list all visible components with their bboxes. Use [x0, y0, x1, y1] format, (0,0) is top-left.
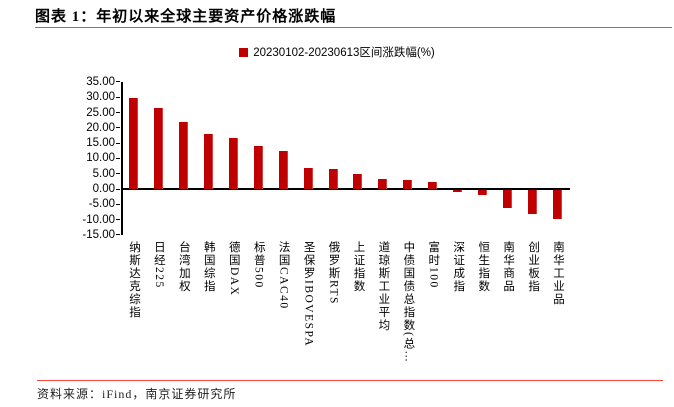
- bar: [228, 137, 238, 189]
- bar: [303, 168, 313, 189]
- y-axis-tick-label: 20.00: [86, 121, 115, 134]
- y-axis-tick-label: 5.00: [92, 167, 115, 180]
- bar: [403, 179, 413, 189]
- y-axis-tick-label: -15.00: [82, 228, 115, 241]
- bar: [253, 146, 263, 189]
- bar: [153, 107, 163, 189]
- bar: [453, 190, 463, 193]
- y-axis-tick: [116, 142, 120, 144]
- y-axis-tick: [116, 96, 120, 98]
- bar: [203, 133, 213, 189]
- x-axis-category-label: 标普500: [252, 241, 265, 289]
- x-axis-category-label: 法国CAC40: [277, 241, 290, 310]
- figure-title: 图表 1：年初以来全球主要资产价格涨跌幅: [35, 9, 337, 25]
- x-axis-category-label: 台湾加权: [177, 241, 190, 293]
- bar: [353, 174, 363, 189]
- x-axis: [121, 188, 570, 190]
- x-axis-category-label: 日经225: [152, 241, 165, 289]
- chart-legend: 20230102-20230613区间涨跌幅(%): [0, 44, 674, 60]
- y-axis-tick: [116, 81, 120, 83]
- bar: [503, 190, 513, 209]
- bar: [128, 98, 138, 189]
- bar: [328, 169, 338, 189]
- bar: [553, 190, 563, 220]
- legend-marker-icon: [239, 47, 249, 57]
- y-axis-tick-label: -5.00: [88, 198, 115, 211]
- bar: [278, 150, 288, 189]
- bar: [478, 190, 488, 195]
- legend-label: 20230102-20230613区间涨跌幅(%): [253, 47, 435, 59]
- bar: [528, 190, 538, 214]
- y-axis-tick-label: 10.00: [86, 152, 115, 165]
- y-axis-tick: [116, 234, 120, 236]
- y-axis-tick-label: 25.00: [86, 106, 115, 119]
- x-axis-category-label: 恒生指数: [477, 241, 490, 293]
- x-axis-category-label: 中债国债总指数(总…: [402, 241, 415, 364]
- y-axis-tick-label: 15.00: [86, 137, 115, 150]
- x-axis-category-label: 俄罗斯RTS: [327, 241, 340, 305]
- bar: [378, 178, 388, 189]
- y-axis-tick: [116, 173, 120, 175]
- x-axis-category-label: 富时100: [427, 241, 440, 289]
- bar: [178, 121, 188, 189]
- title-divider: [35, 27, 672, 28]
- footer-divider: [37, 380, 663, 381]
- y-axis-tick: [116, 157, 120, 159]
- x-axis-category-label: 圣保罗IBOVESPA: [302, 241, 315, 348]
- y-axis-tick-label: 0.00: [92, 183, 115, 195]
- x-axis-category-label: 南华工业品: [552, 241, 565, 306]
- x-axis-category-label: 韩国综指: [202, 241, 215, 293]
- y-axis-tick: [116, 219, 120, 221]
- x-axis-category-label: 创业板指: [527, 241, 540, 293]
- y-axis-tick: [116, 188, 120, 190]
- y-axis-tick-label: -10.00: [82, 213, 115, 226]
- source-note: 资料来源：iFind，南京证券研究所: [37, 387, 237, 401]
- y-axis-tick: [116, 127, 120, 129]
- x-axis-category-label: 深证成指: [452, 241, 465, 293]
- x-axis-category-label: 德国DAX: [227, 241, 240, 297]
- x-axis-category-label: 道琼斯工业平均: [377, 241, 390, 332]
- y-axis-tick: [116, 203, 120, 205]
- bar: [428, 181, 438, 189]
- x-axis-category-label: 上证指数: [352, 241, 365, 293]
- y-axis-tick-label: 35.00: [86, 75, 115, 88]
- y-axis-tick: [116, 112, 120, 113]
- x-axis-category-label: 南华商品: [502, 241, 515, 293]
- y-axis: [121, 81, 123, 235]
- y-axis-tick-label: 30.00: [86, 91, 115, 104]
- x-axis-category-label: 纳斯达克综指: [127, 241, 140, 319]
